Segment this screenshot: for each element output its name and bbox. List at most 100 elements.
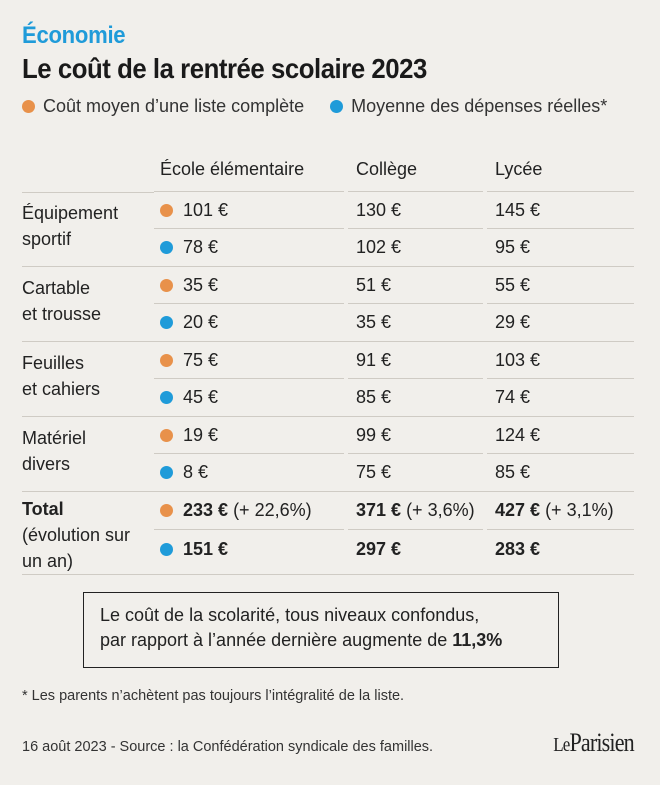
table-cell: 124 €	[487, 417, 634, 454]
cell-value: 8 €	[183, 462, 209, 482]
table-cell: 51 €	[348, 267, 483, 304]
table-cell: 74 €	[487, 379, 634, 416]
blue-dot-icon	[160, 466, 173, 479]
table-cell: 55 €	[487, 267, 634, 304]
table-cell: 371 € (+ 3,6%)	[348, 492, 483, 530]
cell-value: 51 €	[356, 274, 392, 295]
cell-value: 427 €	[495, 500, 541, 520]
table-cell: 297 €	[356, 538, 402, 559]
table-group: Matériel divers 19 € 99 € 124 € 8 € 75 € 85 €	[22, 417, 634, 492]
orange-dot-icon	[160, 278, 173, 292]
table-cell: 85 €	[348, 379, 483, 416]
column-header: Lycée	[487, 148, 634, 192]
row-label-line: Matériel	[22, 428, 87, 448]
cell-value: 78 €	[183, 237, 219, 257]
blue-dot-icon	[160, 316, 173, 329]
table-cell: 35 €	[154, 267, 344, 304]
table-cell: 283 €	[495, 538, 541, 559]
row-label-line: sportif	[22, 229, 72, 249]
table-row: 75 € 91 € 103 €	[154, 342, 634, 379]
total-label: Total (évolution sur un an)	[22, 492, 154, 574]
table-cell: 29 €	[487, 304, 634, 341]
cell-value: 35 €	[183, 274, 219, 295]
cell-value: 371 €	[356, 500, 402, 520]
cell-change: (+ 3,1%)	[545, 500, 614, 520]
row-label: Matériel divers	[22, 417, 154, 491]
table-cell: 91 €	[348, 342, 483, 379]
cell-value: 95 €	[495, 237, 531, 257]
table-cell: 151 €	[154, 530, 344, 568]
section-kicker: Économie	[22, 22, 126, 49]
row-label-line: Feuilles	[22, 353, 85, 373]
orange-dot-icon	[22, 100, 35, 113]
orange-dot-icon	[160, 203, 173, 217]
table-cell: 99 €	[348, 417, 483, 454]
cell-value: 35 €	[356, 312, 392, 332]
footnote: * Les parents n’achètent pas toujours l’…	[22, 688, 405, 704]
callout-line: par rapport à l’année dernière augmente …	[100, 630, 503, 650]
row-label-line: et cahiers	[22, 379, 101, 399]
cell-value: 145 €	[495, 199, 541, 220]
table-row: 35 € 51 € 55 €	[154, 267, 634, 304]
row-label-line: et trousse	[22, 304, 102, 324]
legend-item-real-spending: Moyenne des dépenses réelles*	[330, 96, 607, 117]
cell-change: (+ 3,6%)	[406, 500, 475, 520]
table-cell: 130 €	[348, 192, 483, 229]
table-cell: 75 €	[154, 342, 344, 379]
table-body: Équipement sportif 101 € 130 € 145 € 78 € 102 …	[22, 192, 634, 492]
source-line: 16 août 2023 - Source : la Confédération…	[22, 739, 434, 755]
total-group: Total (évolution sur un an) 233 € (+ 22,…	[22, 492, 634, 575]
cell-value: 29 €	[495, 312, 531, 332]
callout-highlight: 11,3%	[452, 630, 503, 650]
table-row: 101 € 130 € 145 €	[154, 192, 634, 229]
row-label: Équipement sportif	[22, 192, 154, 266]
cell-value: 45 €	[183, 387, 219, 407]
cell-value: 103 €	[495, 349, 541, 370]
table-group: Cartable et trousse 35 € 51 € 55 € 20 € 35 € 29…	[22, 267, 634, 342]
table-group: Feuilles et cahiers 75 € 91 € 103 € 45 € 85 € 7…	[22, 342, 634, 417]
cell-value: 19 €	[183, 424, 219, 445]
table-cell: 145 €	[487, 192, 634, 229]
callout-line: Le coût de la scolarité, tous niveaux co…	[100, 605, 480, 625]
cell-value: 124 €	[495, 424, 541, 445]
table-cell: 78 €	[154, 229, 344, 266]
column-header: École élémentaire	[154, 148, 344, 192]
cell-change: (+ 22,6%)	[233, 500, 312, 520]
cell-value: 74 €	[495, 387, 531, 407]
blue-dot-icon	[160, 542, 173, 556]
blue-dot-icon	[160, 391, 173, 404]
table-row: 78 € 102 € 95 €	[154, 229, 634, 266]
table-cell: 19 €	[154, 417, 344, 454]
cell-value: 99 €	[356, 424, 392, 445]
cell-value: 91 €	[356, 349, 392, 370]
cell-value: 101 €	[183, 199, 229, 220]
column-header: Collège	[348, 148, 483, 192]
le-parisien-logo: LeParisien	[553, 728, 634, 757]
table-row: 20 € 35 € 29 €	[154, 304, 634, 341]
table-row: 233 € (+ 22,6%) 371 € (+ 3,6%) 427 € (+ …	[154, 492, 634, 530]
cell-value: 75 €	[356, 462, 392, 482]
legend: Coût moyen d’une liste complète Moyenne …	[22, 96, 638, 117]
table-cell: 45 €	[154, 379, 344, 416]
table-cell: 95 €	[487, 229, 634, 266]
table-row: 19 € 99 € 124 €	[154, 417, 634, 454]
summary-callout: Le coût de la scolarité, tous niveaux co…	[83, 592, 559, 668]
row-label: Feuilles et cahiers	[22, 342, 154, 416]
table-group: Équipement sportif 101 € 130 € 145 € 78 € 102 …	[22, 192, 634, 267]
row-label-line: divers	[22, 454, 71, 474]
cost-table: École élémentaire Collège Lycée Équipeme…	[22, 148, 634, 575]
table-cell: 102 €	[348, 229, 483, 266]
table-cell: 427 € (+ 3,1%)	[487, 492, 634, 530]
table-cell: 20 €	[154, 304, 344, 341]
cell-value: 75 €	[183, 349, 219, 370]
table-cell: 103 €	[487, 342, 634, 379]
table-cell: 35 €	[348, 304, 483, 341]
cell-value: 55 €	[495, 274, 531, 295]
row-label: Cartable et trousse	[22, 267, 154, 341]
table-cell: 75 €	[348, 454, 483, 491]
page-title: Le coût de la rentrée scolaire 2023	[22, 53, 427, 84]
row-label-line: Cartable	[22, 278, 91, 298]
cell-value: 151 €	[183, 538, 229, 559]
table-cell: 101 €	[154, 192, 344, 229]
table-row: 8 € 75 € 85 €	[154, 454, 634, 491]
